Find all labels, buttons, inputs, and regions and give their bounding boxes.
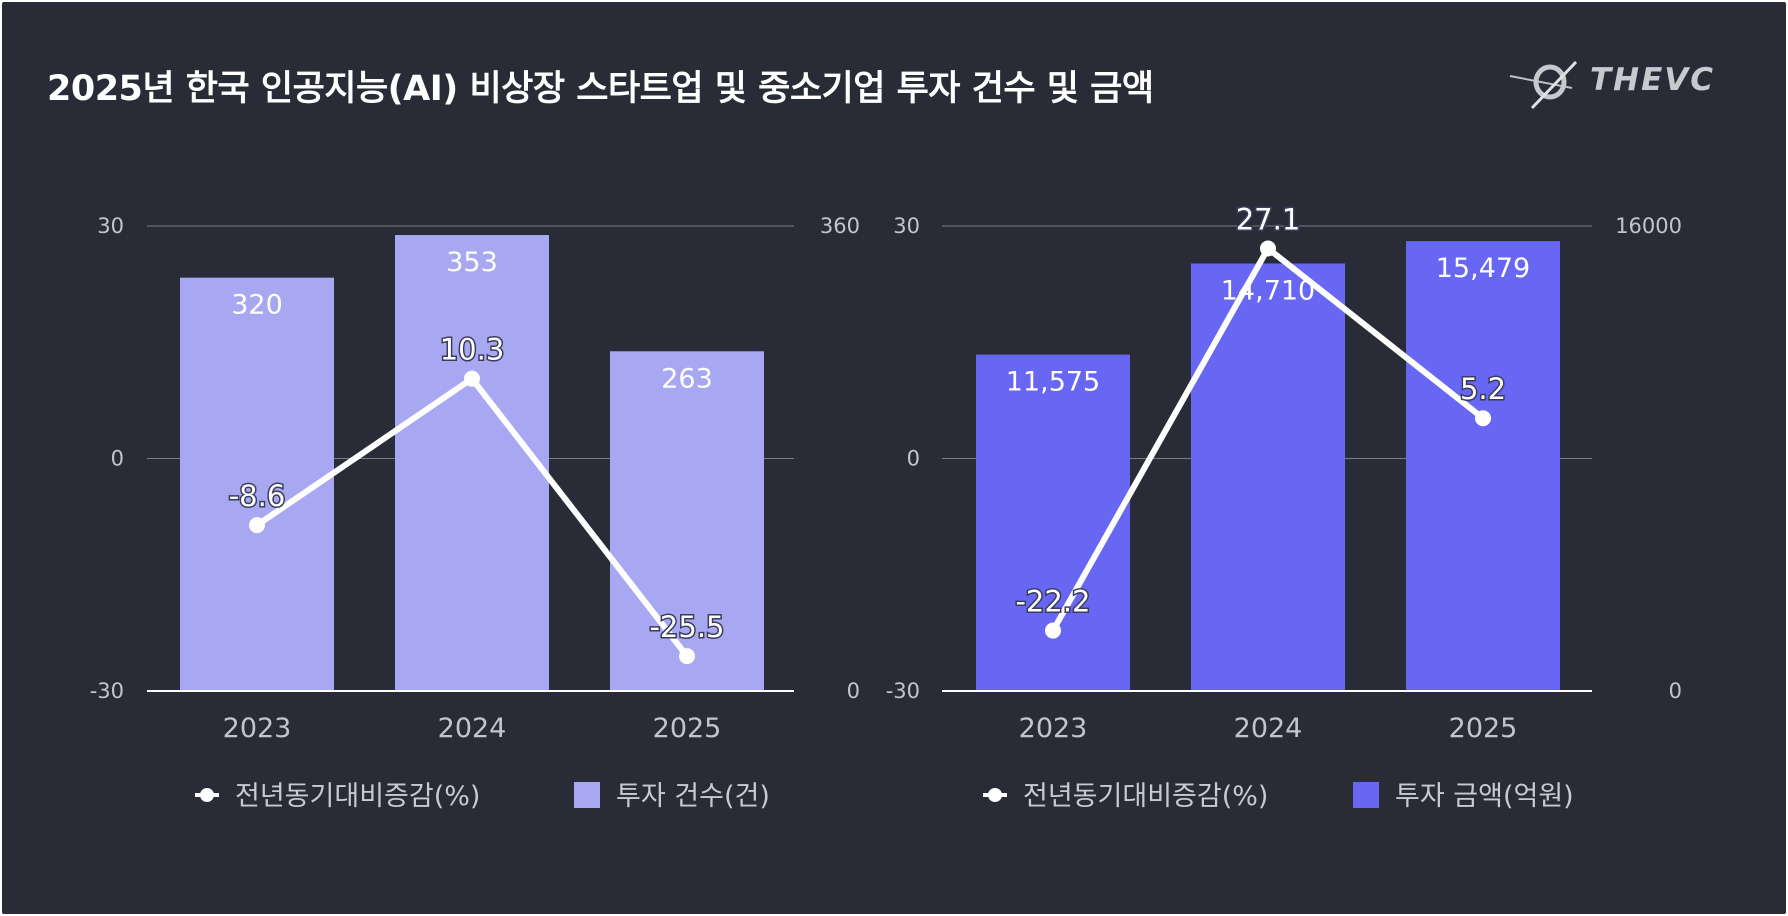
right-axis-tick: 0 bbox=[847, 679, 860, 703]
left-axis-tick: -30 bbox=[886, 679, 920, 703]
legend-line-marker bbox=[200, 788, 214, 802]
logo-orbit-icon bbox=[1509, 60, 1578, 110]
legend-label: 전년동기대비증감(%) bbox=[1023, 781, 1268, 812]
right-axis-tick: 360 bbox=[820, 214, 860, 238]
x-axis-category: 2024 bbox=[1234, 713, 1303, 744]
bar-2025 bbox=[610, 351, 764, 691]
bar-2023 bbox=[180, 277, 334, 691]
left-axis-tick: 30 bbox=[893, 214, 920, 238]
logo-wordmark: THEVC bbox=[1590, 62, 1716, 98]
left-axis-tick: 0 bbox=[907, 447, 920, 471]
bar-2024 bbox=[395, 235, 549, 691]
bar-2025 bbox=[1406, 241, 1560, 692]
line-point-2024 bbox=[464, 370, 480, 387]
legend-bar-swatch bbox=[574, 782, 600, 808]
x-axis-category: 2023 bbox=[223, 713, 292, 744]
line-value-label: -22.2 bbox=[1015, 585, 1090, 619]
line-point-2024 bbox=[1260, 240, 1276, 257]
right-axis-tick: 0 bbox=[1669, 679, 1682, 703]
page-title: 2025년 한국 인공지능(AI) 비상장 스타트업 및 중소기업 투자 건수 … bbox=[47, 69, 1154, 109]
legend-label: 투자 건수(건) bbox=[616, 781, 770, 812]
legend-label: 전년동기대비증감(%) bbox=[235, 781, 480, 812]
bar-value-label: 15,479 bbox=[1436, 253, 1530, 284]
left-axis-tick: -30 bbox=[90, 679, 124, 703]
line-value-label: -25.5 bbox=[649, 610, 724, 644]
left-axis-tick: 0 bbox=[111, 447, 124, 471]
x-axis-category: 2025 bbox=[1449, 713, 1518, 744]
line-value-label: 5.2 bbox=[1460, 372, 1506, 406]
bar-2023 bbox=[976, 354, 1130, 691]
x-axis-category: 2023 bbox=[1019, 713, 1088, 744]
line-point-2025 bbox=[679, 648, 695, 665]
bar-value-label: 353 bbox=[446, 247, 498, 278]
thevc-logo: THEVC bbox=[1502, 48, 1742, 120]
legend-label: 투자 금액(억원) bbox=[1395, 781, 1574, 812]
legend-bar-swatch bbox=[1353, 782, 1379, 808]
bar-value-label: 320 bbox=[231, 290, 283, 321]
line-value-label: -8.6 bbox=[229, 479, 286, 513]
line-point-2025 bbox=[1475, 410, 1491, 427]
bar-2024 bbox=[1191, 263, 1345, 691]
line-point-2023 bbox=[1045, 622, 1061, 639]
right-axis-tick: 16000 bbox=[1615, 214, 1682, 238]
investment-count-chart: 30 0 -30 360 0 320 353 263 -8.6 10.3 -25.5 2023 2024… bbox=[90, 214, 860, 812]
bar-value-label: 11,575 bbox=[1006, 367, 1100, 398]
line-value-label: 27.1 bbox=[1236, 202, 1301, 236]
line-point-2023 bbox=[249, 517, 265, 534]
x-axis-category: 2025 bbox=[653, 713, 722, 744]
x-axis-category: 2024 bbox=[438, 713, 507, 744]
left-axis-tick: 30 bbox=[97, 214, 124, 238]
legend-line-marker bbox=[988, 788, 1002, 802]
line-value-label: 10.3 bbox=[440, 333, 505, 367]
bar-value-label: 263 bbox=[661, 363, 713, 394]
